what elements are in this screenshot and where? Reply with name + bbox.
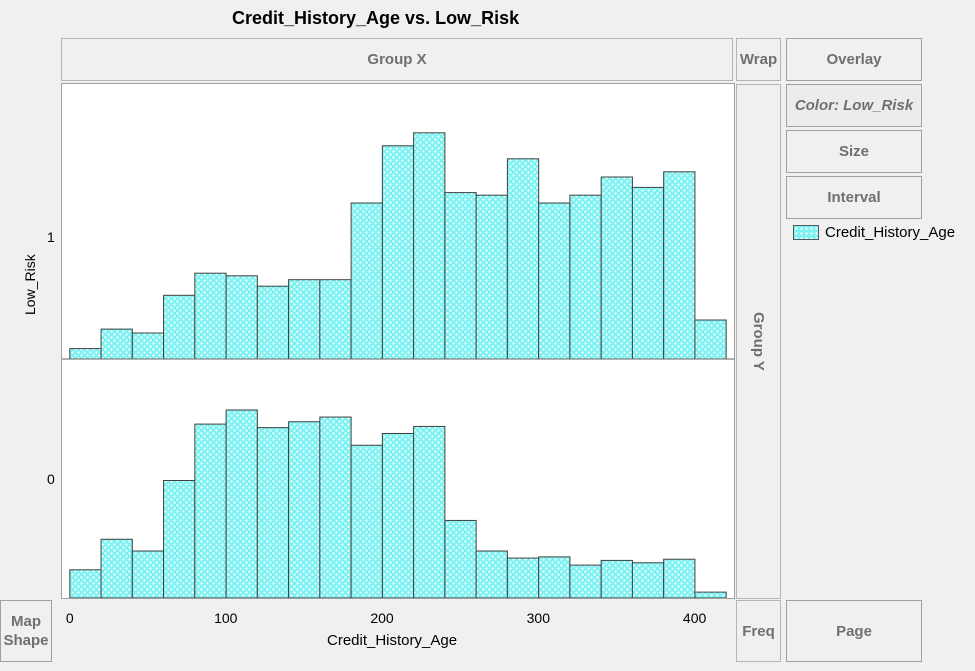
bar-panel-1-bin-20[interactable] (100, 328, 133, 360)
bar-panel-1-bin-200[interactable] (381, 145, 415, 360)
legend-entry-credit-history-age: Credit_History_Age (825, 224, 956, 241)
bar-panel-0-bin-180[interactable] (350, 444, 383, 599)
bar-panel-0-bin-320[interactable] (569, 564, 602, 599)
bar-panel-1-bin-340[interactable] (600, 176, 633, 360)
bar-panel-0-bin-400[interactable] (694, 591, 727, 599)
bar-panel-1-bin-0[interactable] (69, 348, 102, 360)
bar-panel-1-bin-380[interactable] (663, 171, 696, 360)
bar-panel-0-bin-20[interactable] (100, 538, 133, 599)
group-x-zone[interactable]: Group X (61, 38, 733, 81)
page-zone[interactable]: Page (786, 600, 922, 662)
bar-panel-0-bin-160[interactable] (319, 416, 352, 599)
bar-panel-1-bin-120[interactable] (256, 285, 290, 360)
bar-panel-1-bin-400[interactable] (694, 319, 727, 360)
bar-panel-1-bin-220[interactable] (413, 132, 446, 360)
histogram-chart (62, 132, 734, 599)
x-tick-label-300: 300 (526, 610, 550, 626)
legend[interactable]: Credit_History_Age (793, 224, 955, 241)
overlay-zone[interactable]: Overlay (786, 38, 922, 81)
freq-zone[interactable]: Freq (736, 600, 781, 662)
wrap-zone[interactable]: Wrap (736, 38, 781, 81)
x-tick-label-200: 200 (370, 610, 394, 626)
map-shape-label-line1: Map (11, 613, 41, 630)
bar-panel-0-bin-220[interactable] (413, 425, 446, 599)
bar-panel-0-bin-260[interactable] (475, 550, 508, 599)
bar-panel-0-bin-0[interactable] (69, 569, 102, 599)
x-tick-label-100: 100 (214, 610, 238, 626)
x-tick-label-400: 400 (682, 610, 707, 626)
bar-panel-0-bin-60[interactable] (163, 480, 196, 599)
bar-panel-0-bin-280[interactable] (506, 557, 540, 599)
map-shape-zone[interactable]: Map Shape (0, 600, 52, 662)
bar-panel-0-bin-100[interactable] (225, 409, 258, 599)
x-tick-label-0: 0 (65, 610, 74, 626)
bar-panel-1-bin-360[interactable] (631, 186, 665, 360)
bar-panel-1-bin-320[interactable] (569, 194, 602, 360)
chart-title: Credit_History_Age vs. Low_Risk (232, 8, 520, 28)
group-y-zone[interactable]: Group Y (736, 84, 781, 599)
bar-panel-1-bin-80[interactable] (194, 272, 227, 360)
y-axis-label: Low_Risk (22, 254, 38, 315)
bar-panel-1-bin-280[interactable] (506, 158, 540, 360)
map-shape-label-line2: Shape (3, 632, 49, 649)
bar-panel-0-bin-300[interactable] (538, 556, 571, 599)
bar-panel-0-bin-80[interactable] (194, 423, 227, 599)
bar-panel-0-bin-200[interactable] (381, 433, 415, 599)
bar-panel-1-bin-100[interactable] (225, 275, 258, 360)
bar-panel-1-bin-40[interactable] (131, 332, 165, 360)
bar-panel-1-bin-260[interactable] (475, 194, 508, 360)
bar-panel-1-bin-160[interactable] (319, 279, 352, 360)
bar-panel-1-bin-300[interactable] (538, 202, 571, 360)
plot-area[interactable] (61, 83, 735, 599)
bar-panel-0-bin-340[interactable] (600, 559, 633, 599)
bar-panel-0-bin-40[interactable] (131, 550, 165, 599)
bar-panel-1-bin-240[interactable] (444, 192, 477, 360)
x-axis-label: Credit_History_Age (327, 632, 458, 649)
y-tick-label-0: 0 (47, 471, 55, 487)
bar-panel-0-bin-140[interactable] (288, 421, 321, 599)
y-tick-label-1: 1 (47, 229, 55, 245)
size-zone[interactable]: Size (786, 130, 922, 173)
bar-panel-0-bin-120[interactable] (256, 427, 290, 599)
legend-swatch (793, 225, 819, 240)
bar-panel-1-bin-60[interactable] (163, 294, 196, 360)
group-y-label: Group Y (750, 312, 767, 371)
interval-zone[interactable]: Interval (786, 176, 922, 219)
bar-panel-0-bin-240[interactable] (444, 519, 477, 599)
bar-panel-0-bin-380[interactable] (663, 558, 696, 599)
bar-panel-1-bin-180[interactable] (350, 202, 383, 360)
bar-panel-1-bin-140[interactable] (288, 279, 321, 360)
color-zone[interactable]: Color: Low_Risk (786, 84, 922, 127)
bar-panel-0-bin-360[interactable] (631, 562, 665, 599)
